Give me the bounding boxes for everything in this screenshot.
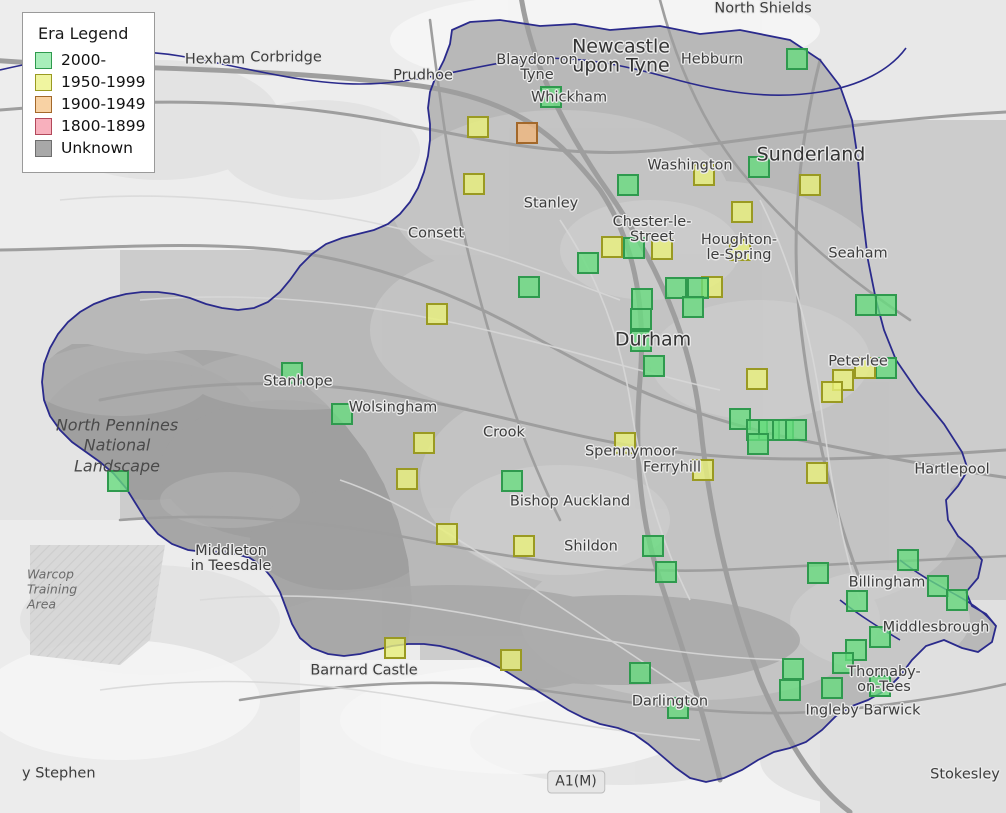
legend-item-m-1900[interactable]: 1900-1949 xyxy=(35,95,146,113)
era-marker[interactable] xyxy=(614,432,636,454)
era-marker[interactable] xyxy=(855,294,877,316)
era-marker[interactable] xyxy=(692,459,714,481)
era-marker[interactable] xyxy=(785,419,807,441)
legend-swatch-icon xyxy=(35,117,52,135)
era-marker[interactable] xyxy=(748,156,770,178)
legend-item-label: 1900-1949 xyxy=(61,95,146,113)
era-marker[interactable] xyxy=(821,381,843,403)
era-marker[interactable] xyxy=(281,362,303,384)
era-marker[interactable] xyxy=(467,116,489,138)
era-marker[interactable] xyxy=(875,294,897,316)
era-marker[interactable] xyxy=(436,523,458,545)
era-marker[interactable] xyxy=(846,590,868,612)
era-marker[interactable] xyxy=(630,308,652,330)
era-marker[interactable] xyxy=(516,122,538,144)
legend-swatch-icon xyxy=(35,139,52,157)
era-marker[interactable] xyxy=(331,403,353,425)
era-marker[interactable] xyxy=(642,535,664,557)
era-marker[interactable] xyxy=(623,237,645,259)
legend-item-label: Unknown xyxy=(61,139,133,157)
legend-item-m-unk[interactable]: Unknown xyxy=(35,139,140,157)
legend-item-label: 1800-1899 xyxy=(61,117,146,135)
legend-swatch-icon xyxy=(35,95,52,113)
era-marker[interactable] xyxy=(821,677,843,699)
era-marker[interactable] xyxy=(513,535,535,557)
era-marker[interactable] xyxy=(463,173,485,195)
minor-roads xyxy=(59,195,861,741)
era-marker[interactable] xyxy=(500,649,522,671)
era-marker[interactable] xyxy=(927,575,949,597)
era-marker[interactable] xyxy=(729,239,751,261)
era-marker[interactable] xyxy=(807,562,829,584)
era-marker[interactable] xyxy=(693,164,715,186)
legend-item-m-1950[interactable]: 1950-1999 xyxy=(35,73,146,91)
era-marker[interactable] xyxy=(779,679,801,701)
era-marker[interactable] xyxy=(518,276,540,298)
era-marker[interactable] xyxy=(107,470,129,492)
legend-item-m-1800[interactable]: 1800-1899 xyxy=(35,117,146,135)
legend-item-label: 2000- xyxy=(61,51,107,69)
era-marker[interactable] xyxy=(651,238,673,260)
era-marker[interactable] xyxy=(629,662,651,684)
era-legend: Era Legend 2000- 1950-1999 1900-1949 1800-1… xyxy=(22,12,155,173)
legend-item-m-2000[interactable]: 2000- xyxy=(35,51,140,69)
era-marker[interactable] xyxy=(786,48,808,70)
era-marker[interactable] xyxy=(384,637,406,659)
era-marker[interactable] xyxy=(643,355,665,377)
era-marker[interactable] xyxy=(869,626,891,648)
era-marker[interactable] xyxy=(854,357,876,379)
era-marker[interactable] xyxy=(540,86,562,108)
legend-title: Era Legend xyxy=(38,24,129,43)
era-marker[interactable] xyxy=(396,468,418,490)
legend-item-label: 1950-1999 xyxy=(61,73,146,91)
era-marker[interactable] xyxy=(413,432,435,454)
era-marker[interactable] xyxy=(806,462,828,484)
era-marker[interactable] xyxy=(747,433,769,455)
era-marker[interactable] xyxy=(869,675,891,697)
legend-rows: 2000- 1950-1999 1900-1949 1800-1899 Unknown xyxy=(35,51,146,157)
era-marker[interactable] xyxy=(426,303,448,325)
era-marker[interactable] xyxy=(782,658,804,680)
era-marker[interactable] xyxy=(665,277,687,299)
legend-swatch-icon xyxy=(35,73,52,91)
era-marker[interactable] xyxy=(875,357,897,379)
county-boundary xyxy=(41,19,997,783)
era-marker[interactable] xyxy=(897,549,919,571)
era-marker[interactable] xyxy=(630,330,652,352)
era-marker[interactable] xyxy=(746,368,768,390)
era-marker[interactable] xyxy=(682,296,704,318)
era-marker[interactable] xyxy=(617,174,639,196)
era-marker[interactable] xyxy=(731,201,753,223)
era-marker[interactable] xyxy=(631,288,653,310)
era-marker[interactable] xyxy=(601,236,623,258)
era-marker[interactable] xyxy=(799,174,821,196)
legend-swatch-icon xyxy=(35,51,52,69)
era-marker[interactable] xyxy=(946,589,968,611)
era-marker[interactable] xyxy=(832,652,854,674)
era-marker[interactable] xyxy=(667,697,689,719)
era-marker[interactable] xyxy=(655,561,677,583)
era-marker[interactable] xyxy=(501,470,523,492)
era-marker[interactable] xyxy=(577,252,599,274)
